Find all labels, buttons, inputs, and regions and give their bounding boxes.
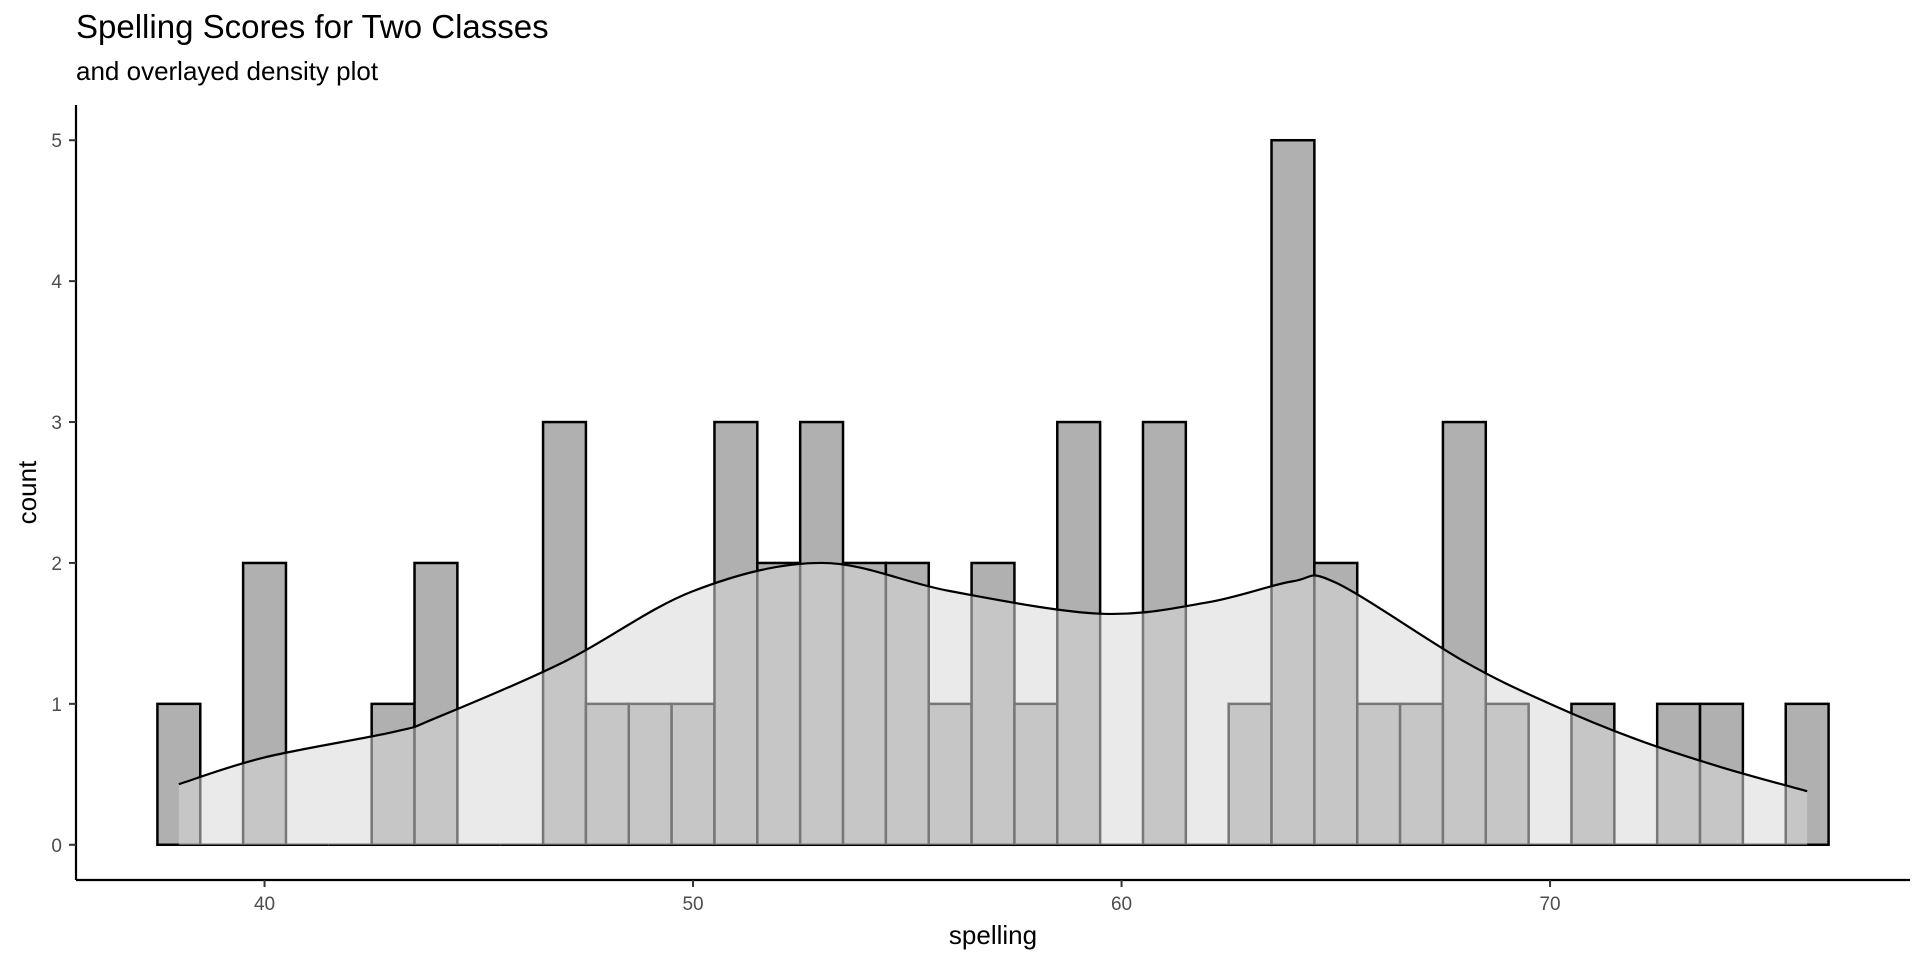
x-tick-label: 50 [682, 894, 703, 915]
density-area [178, 562, 1808, 845]
y-tick-label: 1 [51, 695, 62, 716]
y-tick-label: 4 [51, 272, 62, 293]
x-axis-title: spelling [949, 920, 1037, 950]
axes-layer: 0 1 2 3 4 5 40 50 60 70 [51, 105, 1910, 915]
x-tick-label: 70 [1539, 894, 1560, 915]
y-tick-label: 3 [51, 413, 62, 434]
density-curve [178, 561, 1808, 793]
x-tick-label: 60 [1111, 894, 1132, 915]
y-tick-label: 5 [51, 131, 62, 152]
y-tick-label: 2 [51, 554, 62, 575]
y-tick-label: 0 [51, 836, 62, 857]
chart-title: Spelling Scores for Two Classes [76, 8, 549, 45]
y-axis-title: count [12, 460, 42, 524]
x-tick-label: 40 [254, 894, 275, 915]
chart-subtitle: and overlayed density plot [76, 56, 379, 86]
